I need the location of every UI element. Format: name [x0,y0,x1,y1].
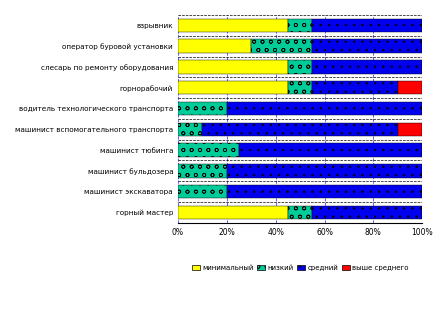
Bar [178,206,288,219]
Bar [288,206,312,219]
Bar [398,123,422,136]
Bar [178,143,239,157]
Bar [227,164,422,178]
Bar [178,60,288,74]
Bar [178,81,288,94]
Legend: минимальный, низкий, средний, выше среднего: минимальный, низкий, средний, выше средн… [189,262,411,274]
Bar [178,102,227,115]
Bar [312,19,422,32]
Bar [178,19,288,32]
Bar [288,19,312,32]
Bar [239,143,422,157]
Bar [312,60,422,74]
Bar [227,102,422,115]
Bar [312,81,398,94]
Bar [251,39,312,53]
Bar [312,39,422,53]
Bar [178,39,251,53]
Bar [288,60,312,74]
Bar [178,123,202,136]
Bar [398,81,422,94]
Bar [178,164,227,178]
Bar [202,123,398,136]
Bar [312,206,422,219]
Bar [178,185,227,198]
Bar [227,185,422,198]
Bar [288,81,312,94]
